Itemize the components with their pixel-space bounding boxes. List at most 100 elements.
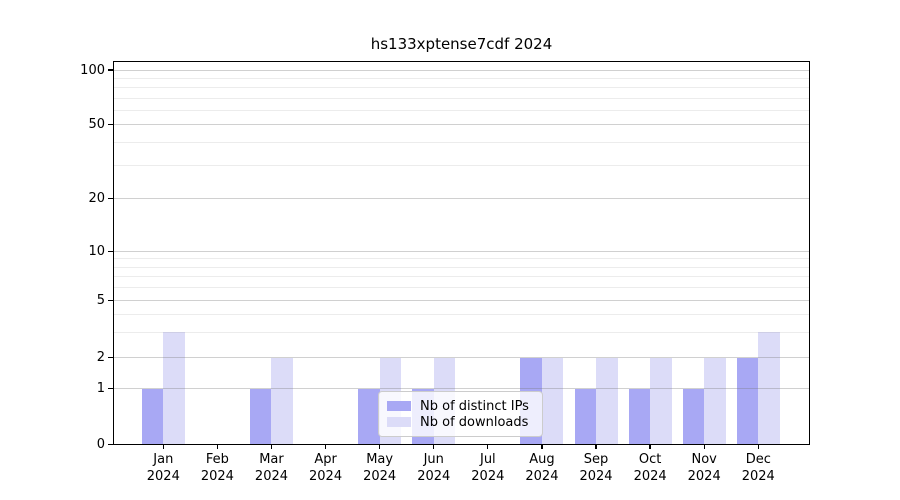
x-tick-mark-dec	[757, 444, 759, 449]
x-tick-month: Oct	[638, 452, 662, 467]
x-tick-label-sep: Sep 2024	[564, 452, 628, 485]
y-tick-mark-20	[108, 197, 113, 200]
gridline-minor-40	[113, 142, 810, 144]
y-tick-label-0: 0	[96, 437, 105, 452]
x-tick-mark-oct	[649, 444, 651, 449]
x-tick-year: 2024	[525, 468, 559, 484]
bar-downloads-dec	[758, 332, 780, 445]
y-tick-label-20: 20	[88, 191, 105, 206]
gridline-major-100	[113, 69, 810, 71]
gridline-major-10	[113, 251, 810, 252]
legend-swatch-downloads	[387, 417, 411, 427]
gridline-minor-6	[113, 287, 810, 289]
gridline-minor-70	[113, 97, 810, 99]
legend-swatch-distinct-ips	[387, 401, 411, 411]
x-tick-month: Aug	[529, 452, 555, 467]
gridline-minor-30	[113, 165, 810, 167]
bar-distinct-ips-may	[358, 388, 380, 445]
legend-row-distinct-ips: Nb of distinct IPs	[387, 398, 533, 414]
x-tick-mark-aug	[541, 444, 543, 449]
gridline-major-1	[113, 388, 810, 389]
x-tick-label-may: May 2024	[348, 452, 412, 485]
x-tick-mark-mar	[270, 444, 273, 449]
x-tick-mark-jun	[433, 444, 435, 449]
x-tick-mark-may	[379, 444, 381, 449]
x-tick-label-oct: Oct 2024	[618, 452, 682, 485]
x-tick-mark-apr	[324, 444, 327, 449]
x-tick-year: 2024	[687, 468, 721, 484]
gridline-minor-7	[113, 276, 810, 278]
gridline-minor-80	[113, 87, 810, 89]
x-tick-label-jul: Jul 2024	[456, 452, 520, 485]
x-tick-year: 2024	[417, 468, 451, 484]
x-tick-month: Apr	[314, 452, 337, 467]
x-tick-year: 2024	[471, 468, 505, 484]
gridline-major-50	[113, 124, 810, 125]
y-tick-mark-100	[108, 69, 113, 71]
x-tick-year: 2024	[146, 468, 180, 484]
legend-label-distinct-ips: Nb of distinct IPs	[420, 398, 529, 414]
x-tick-year: 2024	[254, 468, 289, 484]
x-tick-month: Feb	[205, 452, 229, 467]
x-tick-label-jun: Jun 2024	[402, 452, 466, 485]
x-tick-label-nov: Nov 2024	[672, 452, 736, 485]
chart-title: hs133xptense7cdf 2024	[370, 35, 553, 53]
gridline-major-2	[113, 357, 810, 358]
gridline-minor-90	[113, 77, 810, 79]
bar-downloads-sep	[596, 357, 618, 445]
x-tick-mark-jan	[162, 444, 164, 449]
x-tick-month: Nov	[691, 452, 717, 467]
x-tick-mark-nov	[703, 444, 705, 449]
gridline-major-5	[113, 300, 810, 301]
y-tick-mark-0	[108, 443, 113, 446]
x-tick-month: Sep	[583, 452, 609, 467]
gridline-minor-9	[113, 258, 810, 260]
bar-downloads-oct	[650, 357, 672, 445]
y-tick-label-10: 10	[88, 244, 105, 259]
y-tick-label-50: 50	[88, 117, 105, 132]
x-tick-mark-sep	[595, 444, 597, 449]
gridline-major-20	[113, 198, 810, 199]
x-tick-year: 2024	[579, 468, 613, 484]
x-tick-year: 2024	[309, 468, 343, 484]
y-tick-mark-2	[108, 356, 113, 359]
bar-downloads-jan	[163, 332, 185, 445]
bar-downloads-aug	[541, 357, 564, 445]
y-tick-label-2: 2	[96, 350, 105, 365]
y-tick-mark-10	[108, 250, 113, 253]
x-tick-year: 2024	[633, 468, 667, 484]
bar-distinct-ips-mar	[249, 388, 272, 445]
legend: Nb of distinct IPs Nb of downloads	[378, 391, 543, 437]
legend-row-downloads: Nb of downloads	[387, 414, 533, 430]
x-tick-month: Jun	[423, 452, 444, 467]
gridline-minor-4	[113, 313, 810, 315]
bar-distinct-ips-dec	[736, 357, 759, 445]
x-tick-year: 2024	[200, 468, 234, 484]
bar-distinct-ips-nov	[682, 388, 705, 445]
y-tick-mark-1	[108, 387, 113, 390]
gridline-minor-60	[113, 109, 810, 111]
bar-distinct-ips-oct	[628, 388, 651, 445]
x-tick-label-mar: Mar 2024	[239, 452, 303, 485]
y-tick-mark-5	[108, 299, 113, 302]
x-tick-month: Jul	[479, 452, 496, 467]
gridline-minor-8	[113, 266, 810, 268]
x-tick-label-aug: Aug 2024	[510, 452, 574, 485]
x-tick-month: Mar	[259, 452, 284, 467]
x-tick-year: 2024	[363, 468, 397, 484]
x-tick-mark-feb	[216, 444, 219, 449]
y-tick-label-1: 1	[96, 381, 105, 396]
x-tick-year: 2024	[741, 468, 775, 484]
x-tick-label-jan: Jan 2024	[131, 452, 195, 485]
bar-downloads-mar	[271, 357, 293, 445]
x-tick-month: Jan	[153, 452, 174, 467]
x-tick-label-dec: Dec 2024	[726, 452, 790, 485]
y-tick-mark-50	[108, 123, 113, 126]
x-tick-label-feb: Feb 2024	[185, 452, 249, 485]
x-tick-label-apr: Apr 2024	[294, 452, 358, 485]
y-tick-label-5: 5	[96, 293, 105, 308]
x-tick-month: Dec	[745, 452, 771, 467]
